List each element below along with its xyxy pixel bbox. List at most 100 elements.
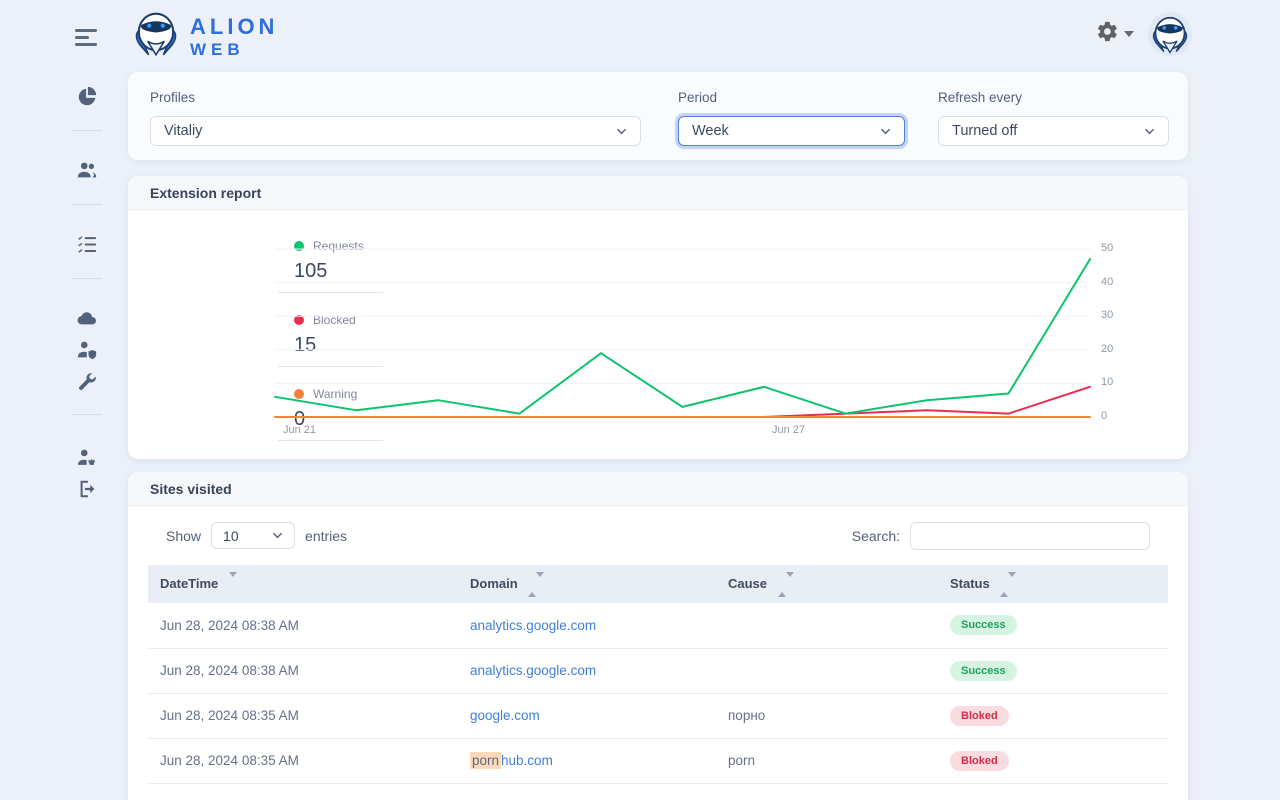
cell-datetime: Jun 28, 2024 08:35 AM	[148, 693, 458, 739]
cell-cause: порно	[716, 693, 938, 739]
sidebar-item-cloud cloud-icon[interactable]	[76, 307, 98, 329]
column-header-domain[interactable]: Domain	[458, 565, 716, 603]
column-header-datetime[interactable]: DateTime	[148, 565, 458, 603]
y-axis-tick-label: 50	[1101, 242, 1114, 254]
report-card-title: Extension report	[128, 176, 1188, 210]
cell-cause	[716, 603, 938, 649]
profiles-select[interactable]: Vitaliy	[150, 116, 641, 146]
sidebar-item-account-settings user-gear-icon[interactable]	[76, 447, 98, 469]
cell-domain: analytics.google.com	[458, 603, 716, 649]
chevron-down-icon	[1145, 128, 1154, 134]
blocked-count: 15	[294, 334, 317, 356]
menu-toggle-icon[interactable]	[75, 29, 99, 48]
table-header-row: DateTime Domain Cause Status	[148, 565, 1168, 603]
page-size-select[interactable]: 10	[211, 522, 296, 549]
cell-status: Success	[938, 603, 1168, 649]
user-avatar[interactable]	[1148, 12, 1192, 56]
cell-domain: google.com	[458, 693, 716, 739]
cell-cause	[716, 648, 938, 694]
domain-link[interactable]: analytics.google.com	[470, 663, 597, 678]
sort-icon	[1000, 572, 1017, 598]
refresh-label: Refresh every	[938, 90, 1023, 105]
cell-domain: porn hub.com	[458, 738, 716, 784]
period-select-value: Week	[692, 123, 729, 139]
refresh-select[interactable]: Turned off	[938, 116, 1169, 146]
domain-link[interactable]: google.com	[470, 708, 540, 723]
sidebar-item-profiles users-icon[interactable]	[76, 159, 98, 181]
blocked-dot-icon	[294, 315, 304, 325]
gear-icon	[1096, 20, 1119, 48]
sidebar-divider	[72, 278, 102, 279]
sort-icon	[528, 572, 545, 598]
filters-panel: Profiles Vitaliy Period Week Refresh eve…	[128, 72, 1188, 160]
y-axis-tick-label: 0	[1101, 410, 1108, 422]
series-line-blocked	[274, 385, 1091, 418]
brand-text: ALION WEB	[190, 13, 279, 59]
cell-datetime: Jun 28, 2024 08:38 AM	[148, 603, 458, 649]
warning-count: 0	[294, 408, 306, 430]
cell-cause: porn	[716, 738, 938, 784]
cell-status: Success	[938, 648, 1168, 694]
search-input[interactable]	[910, 522, 1150, 550]
sites-card-title: Sites visited	[128, 472, 1188, 506]
warning-dot-icon	[294, 389, 304, 399]
profiles-label: Profiles	[150, 90, 196, 105]
sidebar-item-rules checklist-icon[interactable]	[76, 233, 98, 255]
entries-label: entries	[305, 527, 348, 544]
sidebar-divider	[72, 414, 102, 415]
domain-link[interactable]: hub.com	[501, 753, 553, 768]
sites-visited-card: Sites visited Show 10 entries Search:	[128, 472, 1188, 800]
refresh-select-value: Turned off	[952, 123, 1018, 139]
requests-dot-icon	[294, 241, 304, 251]
cell-status: Bloked	[938, 738, 1168, 784]
sort-desc-icon	[228, 572, 237, 593]
y-axis-tick-label: 20	[1101, 342, 1114, 355]
series-line-requests	[274, 258, 1091, 415]
table-row: Jun 28, 2024 08:38 AM analytics.google.co…	[148, 648, 1168, 694]
table-row: Jun 28, 2024 08:35 AM porn hub.com porn Blok…	[148, 738, 1168, 784]
table-row: Jun 28, 2024 08:35 AM google.com порно Blok…	[148, 693, 1168, 739]
page-size-value: 10	[223, 527, 239, 544]
x-axis-tick-label: Jun 27	[772, 424, 806, 436]
table-row: Jun 28, 2024 08:38 AM analytics.google.co…	[148, 603, 1168, 649]
status-badge: Success	[950, 660, 1017, 681]
domain-link[interactable]: analytics.google.com	[470, 617, 597, 633]
sidebar-divider	[72, 204, 102, 205]
sort-icon	[777, 572, 794, 598]
show-label: Show	[166, 527, 202, 544]
legend-warning: Warning 0	[278, 387, 383, 441]
cell-domain: analytics.google.com	[458, 648, 716, 694]
period-select[interactable]: Week	[678, 116, 905, 146]
y-axis-tick-label: 40	[1101, 275, 1114, 288]
chevron-down-icon	[617, 128, 626, 134]
x-axis-tick-label: Jun 21	[283, 424, 317, 436]
y-axis-tick-label: 30	[1101, 309, 1114, 322]
sidebar-item-dashboard pie-chart-icon[interactable]	[76, 86, 98, 108]
column-header-cause[interactable]: Cause	[716, 565, 938, 603]
cell-status: Bloked	[938, 693, 1168, 739]
search-label: Search:	[851, 528, 900, 544]
sidebar-divider	[72, 130, 102, 131]
sidebar-item-user-protection user-shield-icon[interactable]	[76, 339, 98, 361]
chevron-down-icon	[273, 532, 282, 539]
sidebar-item-logout logout-icon[interactable]	[76, 478, 98, 500]
chevron-down-icon	[881, 128, 890, 134]
status-badge: Bloked	[950, 705, 1009, 726]
domain-highlight: porn	[470, 752, 502, 769]
settings-menu-button[interactable]	[1096, 20, 1134, 48]
chevron-down-icon	[1124, 31, 1134, 37]
brand-logo[interactable]: ALION WEB	[130, 8, 278, 65]
cell-datetime: Jun 28, 2024 08:38 AM	[148, 648, 458, 694]
status-badge: Success	[950, 615, 1017, 636]
column-header-status[interactable]: Status	[938, 565, 1168, 603]
period-label: Period	[678, 90, 718, 105]
status-badge: Bloked	[950, 750, 1009, 771]
y-axis-tick-label: 10	[1101, 376, 1114, 389]
cell-datetime: Jun 28, 2024 08:35 AM	[148, 738, 458, 784]
sidebar-item-tools wrench-icon[interactable]	[76, 371, 98, 393]
sites-table: DateTime Domain Cause Status	[148, 565, 1168, 784]
robot-logo-icon	[130, 8, 182, 65]
profiles-select-value: Vitaliy	[164, 123, 203, 139]
report-chart-svg	[274, 248, 1091, 418]
